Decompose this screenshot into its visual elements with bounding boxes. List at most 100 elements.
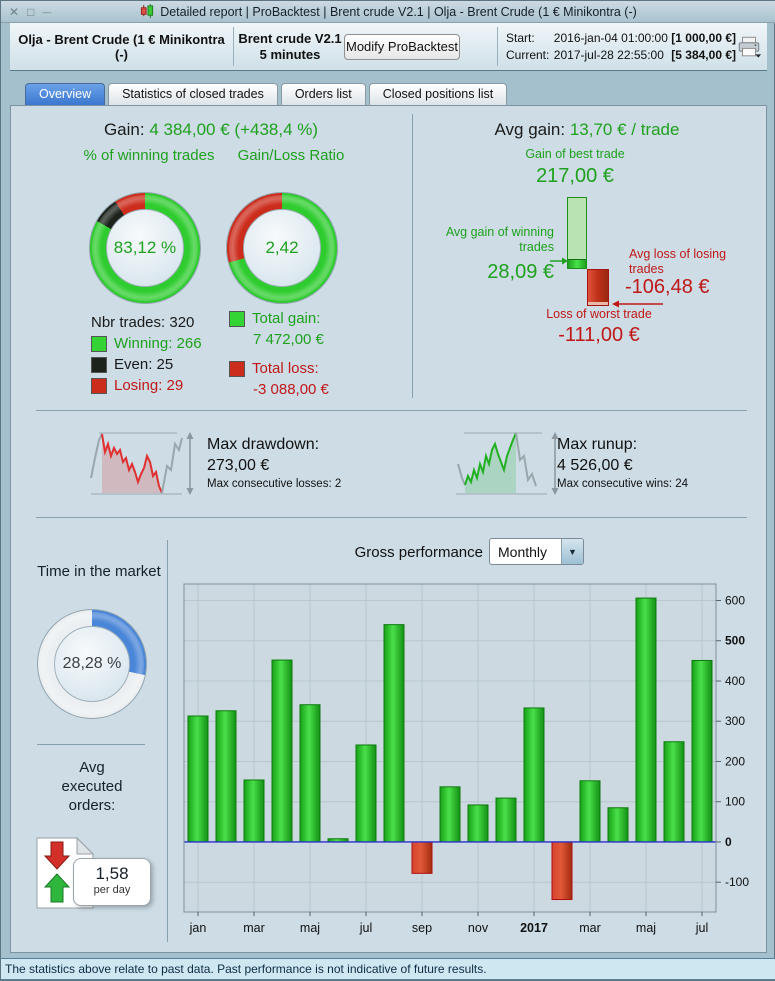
svg-text:mar: mar: [243, 921, 265, 935]
max-runup-label: Max runup:: [557, 436, 638, 453]
time-in-market-title: Time in the market: [37, 563, 161, 580]
even-count: Even: 25: [114, 356, 174, 373]
drawdown-chart-icon: [90, 432, 194, 495]
avg-orders-title: Avg executed orders:: [61, 759, 123, 814]
start-time: 2016-jan-04 01:00:00: [553, 31, 668, 45]
total-gain-value: 7 472,00 €: [253, 331, 324, 348]
avg-loss-label: Avg loss of losing trades: [629, 247, 727, 276]
start-label: Start:: [506, 31, 535, 45]
period-selected-value: Monthly: [498, 543, 548, 560]
tab-overview[interactable]: Overview: [25, 83, 106, 105]
window-title: Detailed report | ProBacktest | Brent cr…: [160, 4, 637, 19]
max-runup-value: 4 526,00 €: [557, 457, 633, 474]
system-info: Brent crude V2.1 5 minutes: [234, 23, 346, 71]
gross-performance-chart: -100 0 100 200 300 400 500 600 jan mar maj jul sep no…: [183, 583, 749, 935]
print-icon[interactable]: [736, 35, 762, 59]
avg-orders-value: 1,58: [95, 864, 129, 883]
svg-text:2017: 2017: [520, 921, 548, 935]
avg-gain-label: Avg gain:: [494, 120, 566, 139]
total-loss-swatch: [229, 360, 245, 377]
section-divider: [37, 744, 145, 745]
total-loss-label: Total loss:: [252, 360, 319, 377]
tab-statistics-of-closed-trades[interactable]: Statistics of closed trades: [108, 83, 278, 105]
winning-trades-donut: 83,12 %: [89, 192, 201, 304]
instrument-name: Olja - Brent Crude (1 € Minikontra (-): [18, 32, 225, 62]
minimize-window-icon[interactable]: —: [42, 7, 52, 17]
avg-win-label: Avg gain of winning trades: [445, 225, 554, 254]
time-in-market-donut: 28,28 %: [37, 609, 147, 719]
section-divider: [36, 410, 747, 411]
tab-closed-positions-list[interactable]: Closed positions list: [368, 83, 508, 105]
gain-summary: Gain: 4 384,00 € (+438,4 %): [11, 120, 411, 140]
losing-swatch: [91, 377, 107, 394]
title-bar: ✕ □ — Detailed report | ProBacktest | Br…: [1, 1, 775, 23]
total-loss-value: -3 088,00 €: [253, 381, 329, 398]
svg-text:-100: -100: [725, 875, 749, 889]
winning-swatch: [91, 335, 107, 352]
header-separator: [497, 27, 498, 66]
current-amount: [5 384,00 €]: [671, 48, 736, 62]
svg-text:100: 100: [725, 795, 745, 809]
section-divider: [36, 517, 747, 518]
gain-loss-ratio-donut: 2,42: [226, 192, 338, 304]
svg-text:600: 600: [725, 594, 745, 608]
losing-count: Losing: 29: [114, 377, 184, 394]
tab-orders-list[interactable]: Orders list: [280, 83, 366, 105]
ratio-donut-title: Gain/Loss Ratio: [237, 147, 345, 164]
trades-legend: Nbr trades: 320 Winning: 266 Even: 25 Lo…: [91, 312, 202, 396]
worst-trade-value: -111,00 €: [558, 324, 640, 346]
avg-loss-value: -106,48 €: [625, 276, 710, 298]
modify-probacktest-button[interactable]: Modify ProBacktest: [344, 34, 460, 60]
even-swatch: [91, 356, 107, 373]
svg-text:500: 500: [725, 634, 745, 648]
tab-strip: Overview Statistics of closed trades Ord…: [25, 83, 508, 106]
best-trade-label: Gain of best trade: [525, 147, 625, 161]
worst-trade-bar: [587, 269, 609, 306]
gross-performance-label: Gross performance: [354, 544, 483, 561]
gain-value: 4 384,00 € (+438,4 %): [149, 120, 319, 139]
avg-orders-badge: 1,58 per day: [73, 858, 151, 906]
avg-loss-arrow-icon: [612, 300, 663, 308]
disclaimer-bar: The statistics above relate to past data…: [1, 958, 775, 980]
total-gain-swatch: [229, 310, 245, 327]
period-dropdown[interactable]: Monthly ▼: [489, 538, 584, 565]
runup-chart-icon: [456, 432, 559, 495]
winning-count: Winning: 266: [114, 335, 202, 352]
svg-text:maj: maj: [300, 921, 320, 935]
system-timeframe: 5 minutes: [259, 47, 321, 62]
svg-text:400: 400: [725, 674, 745, 688]
ratio-donut-value: 2,42: [265, 238, 299, 257]
total-gain-label: Total gain:: [252, 310, 321, 327]
disclaimer-text: The statistics above relate to past data…: [5, 962, 487, 976]
max-drawdown-value: 273,00 €: [207, 457, 270, 474]
chevron-down-icon[interactable]: ▼: [561, 539, 583, 564]
candlestick-icon: [141, 4, 154, 19]
avg-orders-unit: per day: [93, 884, 131, 896]
gain-label: Gain:: [103, 120, 145, 139]
avg-gain-value: 13,70 € / trade: [569, 120, 680, 139]
report-header: Olja - Brent Crude (1 € Minikontra (-) B…: [10, 23, 767, 71]
winning-donut-value: 83,12 %: [113, 238, 177, 257]
close-window-icon[interactable]: ✕: [9, 5, 20, 19]
header-separator: [233, 27, 234, 66]
maximize-window-icon[interactable]: □: [27, 5, 35, 19]
overview-panel: Gain: 4 384,00 € (+438,4 %) % of winning…: [10, 105, 767, 953]
svg-text:nov: nov: [468, 921, 489, 935]
svg-text:maj: maj: [636, 921, 656, 935]
section-divider: [412, 114, 413, 398]
best-trade-value: 217,00 €: [536, 165, 614, 187]
avg-gain-summary: Avg gain: 13,70 € / trade: [412, 120, 762, 140]
worst-trade-label: Loss of worst trade: [546, 307, 652, 321]
totals-legend: Total gain: 7 472,00 € Total loss: -3 08…: [229, 308, 329, 400]
best-trade-bar: [567, 197, 587, 269]
svg-text:jul: jul: [359, 921, 373, 935]
svg-text:jul: jul: [695, 921, 709, 935]
max-consecutive-losses: Max consecutive losses: 2: [207, 478, 342, 490]
avg-win-value: 28,09 €: [487, 261, 554, 283]
svg-text:mar: mar: [579, 921, 601, 935]
current-label: Current:: [506, 48, 550, 62]
max-drawdown-label: Max drawdown:: [207, 436, 320, 453]
section-divider: [167, 540, 168, 942]
current-time: 2017-jul-28 22:55:00: [553, 48, 664, 62]
